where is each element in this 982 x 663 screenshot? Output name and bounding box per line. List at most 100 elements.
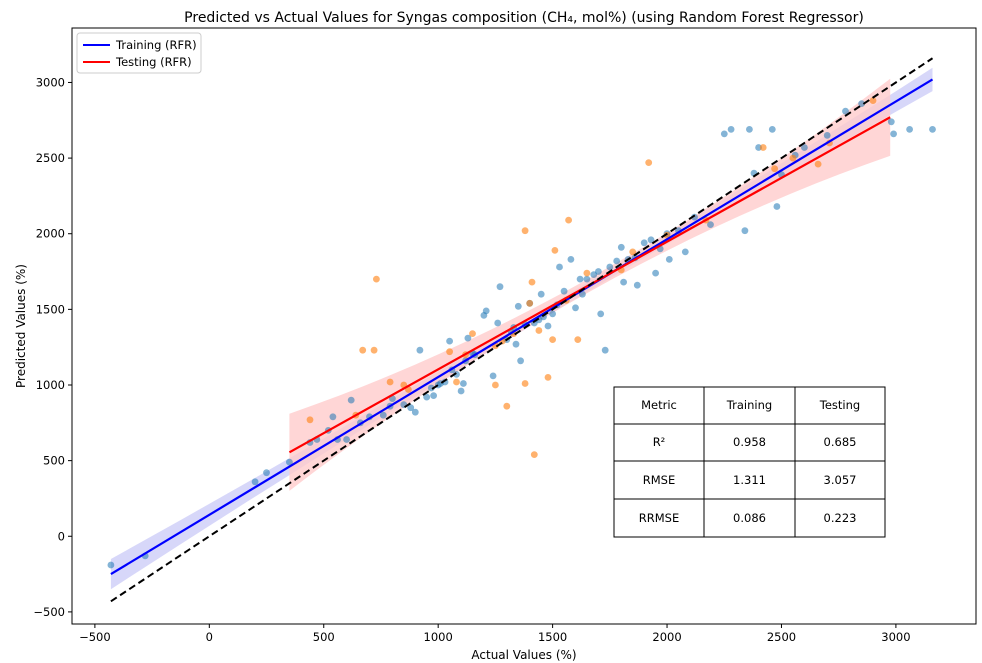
chart-title: Predicted vs Actual Values for Syngas co… [184,10,864,26]
testing-point [535,327,543,334]
identity-line [110,57,934,603]
training-point [544,322,552,330]
training-point [423,393,431,401]
training-point [727,125,735,133]
table-cell: RRMSE [639,511,679,525]
x-tick-label: 2500 [767,630,796,644]
table-cell: RMSE [643,473,675,487]
y-tick-label: 1000 [36,378,65,392]
x-tick-label: 3000 [881,630,910,644]
axes-frame [71,27,977,625]
y-tick-label: 3000 [36,75,65,89]
x-axis: −500 0 500 1000 1500 2000 2500 3000 [79,624,911,644]
training-point [263,469,270,477]
testing-point [528,278,536,286]
x-tick-label: 0 [206,630,213,644]
y-tick-label: 0 [58,529,65,543]
testing-point [370,346,378,354]
testing-point [521,380,529,387]
training-point [537,290,545,298]
training-point [613,257,621,265]
x-axis-label: Actual Values (%) [471,648,576,662]
table-cell: 0.958 [733,435,766,449]
training-point [741,227,749,235]
training-point [572,304,579,312]
training-point [453,371,460,378]
table-header-testing: Testing [819,398,860,412]
plot-area [107,57,936,603]
table-cell: R² [653,435,666,449]
training-point [842,107,849,115]
training-point [494,319,502,327]
testing-point [789,154,797,162]
table-cell: 3.057 [824,473,857,487]
training-point [647,236,655,244]
training-point [773,203,781,210]
training-point [430,392,437,399]
training-point [512,340,520,348]
table-header-metric: Metric [641,398,677,412]
testing-point [359,346,367,354]
testing-point [530,451,538,458]
training-point [633,281,641,289]
training-point [906,125,913,133]
training-point [823,132,831,139]
y-tick-label: 1500 [36,302,65,316]
training-point [929,125,936,133]
training-point [427,384,435,392]
training-point [560,287,568,295]
y-tick-label: −500 [33,605,65,619]
training-point [640,239,648,247]
table-cell: 0.685 [824,435,857,449]
training-point [517,357,524,365]
testing-point [583,269,591,277]
training-point [460,380,467,387]
testing-point [544,374,552,381]
training-point [411,408,419,416]
training-point [514,302,522,310]
testing-point [771,165,778,173]
training-point [746,125,753,133]
testing-point [574,336,582,343]
testing-point [663,231,671,239]
training-point [665,256,673,263]
y-axis-label: Predicted Values (%) [14,264,28,388]
table-cell: 0.086 [733,511,766,525]
training-point [601,346,609,354]
training-point [576,275,584,283]
y-tick-label: 500 [43,454,65,468]
training-point [416,346,424,354]
training-point [549,310,556,318]
testing-point [492,381,499,389]
x-tick-label: −500 [79,630,111,644]
testing-point [565,216,572,224]
training-point [347,396,355,404]
testing-point [814,160,822,168]
training-point [329,413,337,421]
training-point [556,263,563,271]
training-point [652,269,659,277]
training-point [595,268,602,275]
table-cell: 1.311 [733,473,766,487]
testing-point [373,275,380,283]
training-point [620,278,627,286]
training-point [583,275,591,283]
y-tick-label: 2500 [36,151,65,165]
training-point [858,100,865,107]
testing-point [629,248,637,256]
x-tick-label: 2000 [652,630,681,644]
training-point [768,125,776,133]
training-point [343,436,350,443]
table-header-training: Training [726,398,772,412]
x-tick-label: 500 [313,630,335,644]
training-point [887,118,895,126]
x-tick-label: 1500 [538,630,567,644]
testing-point [446,348,453,356]
training-point [890,130,897,138]
testing-point [521,227,529,235]
testing-point [759,144,767,151]
testing-point [306,416,314,424]
training-point [707,221,714,229]
training-point [482,307,490,315]
table-cell: 0.223 [824,511,857,525]
